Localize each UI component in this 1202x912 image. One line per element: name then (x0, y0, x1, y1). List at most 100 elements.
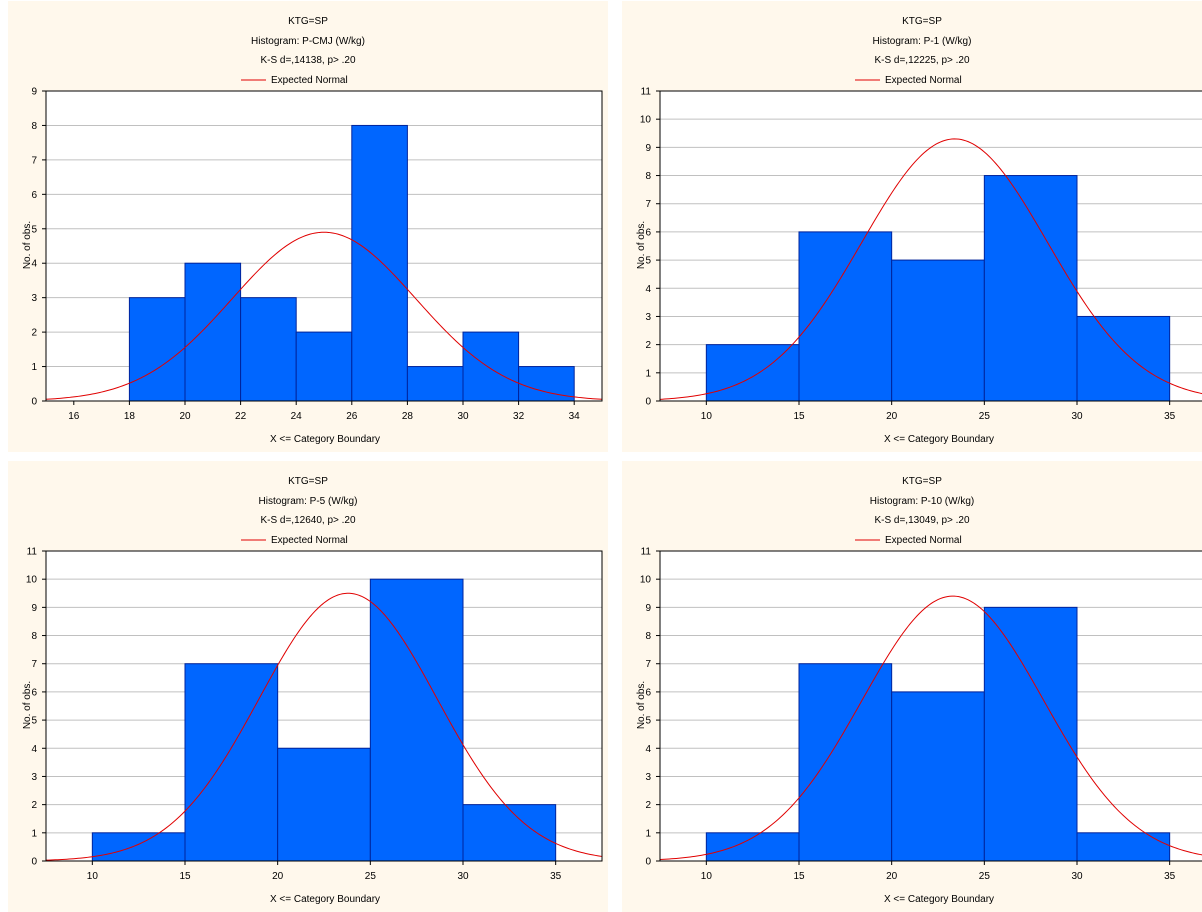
chart-subtitle: Histogram: P-1 (W/kg) (873, 36, 972, 47)
x-tick-label: 10 (701, 871, 713, 882)
plot-border (659, 90, 1202, 402)
chart-title: KTG=SP (902, 476, 942, 487)
histogram-bar (351, 124, 408, 402)
histogram-bar (705, 344, 800, 402)
histogram-bar (1076, 832, 1171, 862)
y-tick-label: 4 (645, 744, 651, 755)
x-tick-label: 22 (235, 411, 247, 422)
histogram-bar (891, 259, 985, 402)
y-tick-label: 0 (645, 397, 651, 408)
chart-title: KTG=SP (288, 476, 328, 487)
x-axis-label: X <= Category Boundary (270, 894, 380, 905)
x-tick-label: 28 (402, 411, 414, 422)
histogram-chart: KTG=SP Histogram: P-5 (W/kg) K-S d=,1264… (22, 476, 603, 905)
histogram-bar (983, 606, 1078, 862)
histogram-bar (240, 297, 297, 402)
plot-area: 0 1 2 3 4 5 6 7 8 9 10 11 10 15 20 25 30 35 (26, 547, 603, 882)
histogram-chart: KTG=SP Histogram: P-1 (W/kg) K-S d=,1222… (636, 16, 1202, 445)
expected-normal-curve (45, 231, 603, 400)
x-axis-label: X <= Category Boundary (270, 434, 380, 445)
plot-border (45, 550, 603, 862)
y-tick-label: 5 (645, 716, 651, 727)
y-tick-label: 3 (645, 312, 651, 323)
y-tick-label: 11 (641, 87, 652, 98)
x-tick-label: 20 (886, 411, 898, 422)
plot-area: 0 1 2 3 4 5 6 7 8 9 10 11 10 15 20 25 30 35 (640, 547, 1202, 882)
histogram-bar (983, 175, 1078, 402)
x-tick-label: 18 (124, 411, 136, 422)
y-tick-label: 6 (31, 190, 37, 201)
x-tick-label: 35 (550, 871, 562, 882)
chart-stats: K-S d=,13049, p> .20 (874, 515, 970, 526)
histogram-panel-p-cmj: KTG=SP Histogram: P-CMJ (W/kg) K-S d=,14… (8, 1, 608, 452)
y-tick-label: 6 (645, 687, 651, 698)
y-tick-label: 10 (640, 115, 652, 126)
plot-border (659, 550, 1202, 862)
y-tick-label: 8 (31, 631, 37, 642)
x-axis-label: X <= Category Boundary (884, 434, 994, 445)
y-tick-label: 8 (645, 171, 651, 182)
x-tick-label: 24 (291, 411, 303, 422)
y-tick-label: 2 (645, 800, 651, 811)
y-tick-label: 2 (31, 328, 37, 339)
y-axis-label: No. of obs. (636, 681, 647, 729)
x-axis-label: X <= Category Boundary (884, 894, 994, 905)
chart-subtitle: Histogram: P-10 (W/kg) (870, 496, 974, 507)
x-tick-label: 15 (793, 411, 805, 422)
y-tick-label: 3 (31, 293, 37, 304)
y-tick-label: 1 (31, 362, 37, 373)
x-tick-label: 30 (1071, 411, 1083, 422)
histogram-bar (891, 691, 985, 862)
histogram-bar (369, 578, 464, 862)
x-tick-label: 34 (569, 411, 581, 422)
x-tick-label: 10 (87, 871, 99, 882)
expected-normal-curve (659, 138, 1202, 400)
y-tick-label: 8 (31, 121, 37, 132)
chart-stats: K-S d=,14138, p> .20 (260, 55, 356, 66)
x-tick-label: 30 (1071, 871, 1083, 882)
y-axis-label: No. of obs. (636, 221, 647, 269)
histogram-bar (1076, 315, 1171, 402)
plot-area: 0 1 2 3 4 5 6 7 8 9 10 11 10 15 20 25 30 35 (640, 87, 1202, 422)
x-tick-label: 35 (1164, 871, 1176, 882)
y-tick-label: 4 (31, 259, 37, 270)
y-tick-label: 3 (645, 772, 651, 783)
y-tick-label: 5 (31, 716, 37, 727)
histogram-panel-p-5: KTG=SP Histogram: P-5 (W/kg) K-S d=,1264… (8, 461, 608, 912)
x-tick-label: 25 (979, 871, 991, 882)
y-tick-label: 2 (645, 340, 651, 351)
y-tick-label: 6 (31, 687, 37, 698)
histogram-bar (91, 832, 186, 862)
y-tick-label: 5 (645, 256, 651, 267)
y-tick-label: 7 (31, 659, 37, 670)
chart-stats: K-S d=,12640, p> .20 (260, 515, 356, 526)
x-tick-label: 20 (272, 871, 284, 882)
legend-label: Expected Normal (271, 535, 348, 546)
y-tick-label: 1 (645, 828, 651, 839)
chart-stats: K-S d=,12225, p> .20 (874, 55, 970, 66)
y-tick-label: 7 (645, 199, 651, 210)
histogram-panel-p-10: KTG=SP Histogram: P-10 (W/kg) K-S d=,130… (622, 461, 1202, 912)
histogram-bar (462, 331, 520, 402)
y-tick-label: 7 (645, 659, 651, 670)
x-tick-label: 32 (513, 411, 525, 422)
expected-normal-curve (659, 595, 1202, 861)
y-tick-label: 1 (645, 368, 651, 379)
histogram-bar (798, 231, 893, 402)
histogram-bar (184, 262, 242, 402)
y-tick-label: 11 (641, 547, 652, 558)
chart-subtitle: Histogram: P-5 (W/kg) (259, 496, 358, 507)
y-axis-label: No. of obs. (22, 681, 33, 729)
x-tick-label: 25 (365, 871, 377, 882)
histogram-bar (406, 366, 464, 402)
x-tick-label: 16 (68, 411, 80, 422)
y-tick-label: 9 (31, 87, 37, 98)
chart-title: KTG=SP (288, 16, 328, 27)
y-tick-label: 5 (31, 224, 37, 235)
y-tick-label: 4 (645, 284, 651, 295)
y-tick-label: 0 (645, 857, 651, 868)
legend-label: Expected Normal (885, 75, 962, 86)
chart-subtitle: Histogram: P-CMJ (W/kg) (251, 36, 365, 47)
x-tick-label: 25 (979, 411, 991, 422)
